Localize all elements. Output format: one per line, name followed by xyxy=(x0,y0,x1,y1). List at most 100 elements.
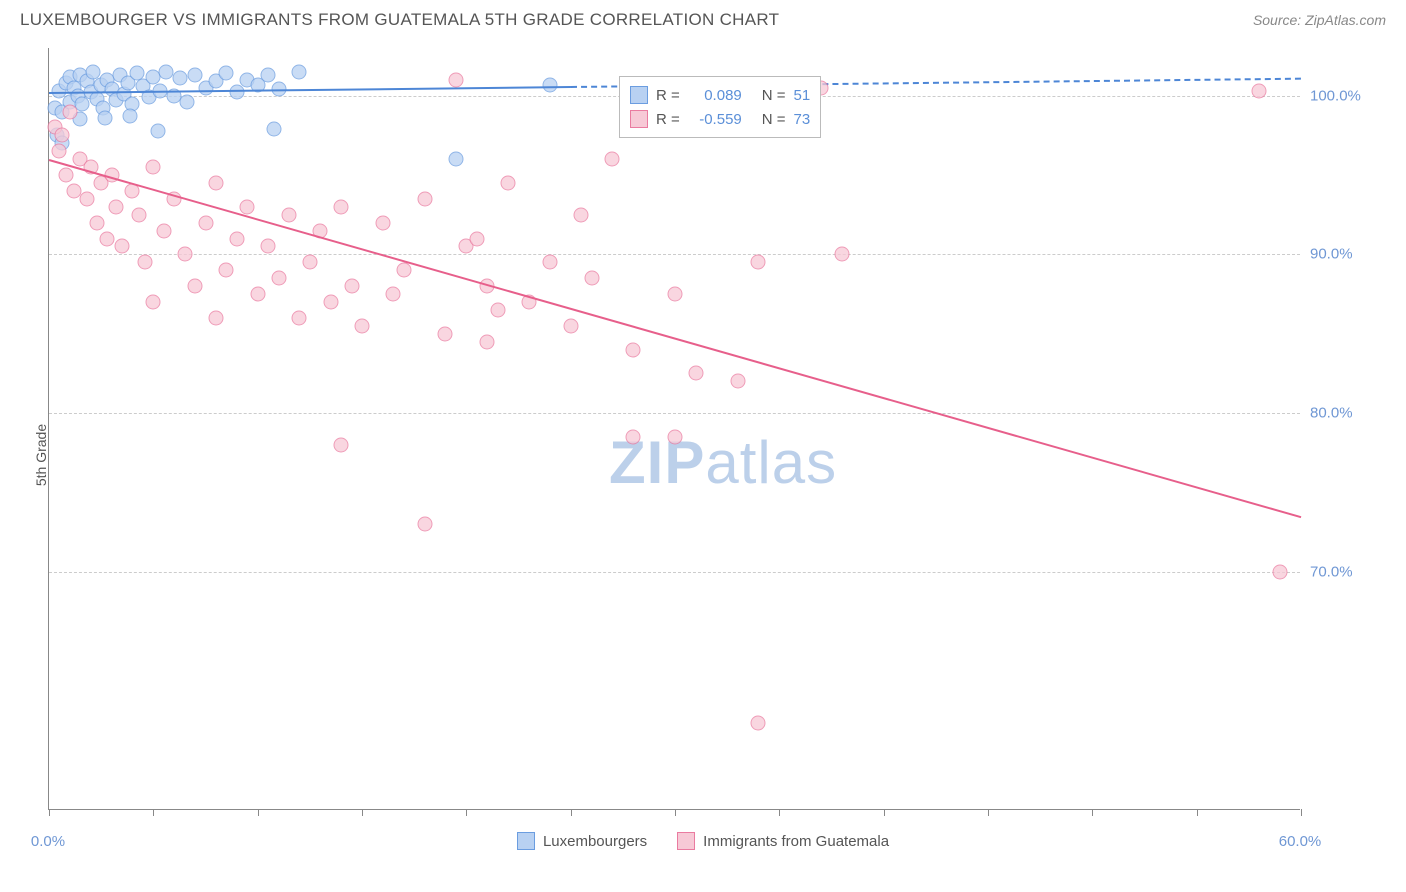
gridline xyxy=(49,572,1300,573)
data-point xyxy=(323,295,338,310)
data-point xyxy=(834,247,849,262)
r-value: 0.089 xyxy=(688,87,742,104)
legend-swatch xyxy=(630,86,648,104)
data-point xyxy=(281,207,296,222)
n-value: 73 xyxy=(794,111,811,128)
data-point xyxy=(438,326,453,341)
data-point xyxy=(89,215,104,230)
data-point xyxy=(396,263,411,278)
data-point xyxy=(688,366,703,381)
data-point xyxy=(100,231,115,246)
x-tick xyxy=(466,809,467,816)
data-point xyxy=(668,287,683,302)
data-point xyxy=(501,175,516,190)
data-point xyxy=(480,334,495,349)
data-point xyxy=(302,255,317,270)
data-point xyxy=(229,231,244,246)
r-value: -0.559 xyxy=(688,111,742,128)
data-point xyxy=(490,302,505,317)
data-point xyxy=(52,144,67,159)
chart-source: Source: ZipAtlas.com xyxy=(1253,12,1386,28)
legend-swatch xyxy=(677,832,695,850)
data-point xyxy=(626,342,641,357)
data-point xyxy=(271,271,286,286)
data-point xyxy=(386,287,401,302)
data-point xyxy=(574,207,589,222)
data-point xyxy=(54,128,69,143)
legend-stats-row: R =0.089N =51 xyxy=(630,83,810,107)
data-point xyxy=(131,207,146,222)
data-point xyxy=(188,67,203,82)
data-point xyxy=(292,64,307,79)
legend-bottom: Luxembourgers Immigrants from Guatemala xyxy=(0,832,1406,850)
data-point xyxy=(261,67,276,82)
data-point xyxy=(137,255,152,270)
y-tick-label: 90.0% xyxy=(1310,246,1353,263)
data-point xyxy=(156,223,171,238)
data-point xyxy=(542,77,557,92)
gridline xyxy=(49,254,1300,255)
data-point xyxy=(150,123,165,138)
data-point xyxy=(98,110,113,125)
chart-title: LUXEMBOURGER VS IMMIGRANTS FROM GUATEMAL… xyxy=(20,10,779,30)
data-point xyxy=(240,199,255,214)
x-tick xyxy=(988,809,989,816)
data-point xyxy=(208,310,223,325)
data-point xyxy=(448,72,463,87)
y-tick-label: 100.0% xyxy=(1310,87,1361,104)
n-value: 51 xyxy=(794,87,811,104)
r-label: R = xyxy=(656,111,680,128)
data-point xyxy=(1252,83,1267,98)
legend-stats-row: R = -0.559 N = 73 xyxy=(630,107,810,131)
data-point xyxy=(417,191,432,206)
data-point xyxy=(563,318,578,333)
data-point xyxy=(1273,564,1288,579)
data-point xyxy=(267,121,282,136)
data-point xyxy=(108,199,123,214)
x-tick xyxy=(675,809,676,816)
legend-item: Luxembourgers xyxy=(517,832,647,850)
data-point xyxy=(158,64,173,79)
data-point xyxy=(179,94,194,109)
trend-line xyxy=(49,159,1302,518)
data-point xyxy=(626,429,641,444)
data-point xyxy=(188,279,203,294)
data-point xyxy=(198,215,213,230)
data-point xyxy=(375,215,390,230)
legend-item: Immigrants from Guatemala xyxy=(677,832,889,850)
plot-region: ZIPatlasR =0.089N =51R =-0.559N =73 xyxy=(48,48,1300,810)
n-label: N = xyxy=(762,87,786,104)
data-point xyxy=(542,255,557,270)
data-point xyxy=(123,109,138,124)
data-point xyxy=(177,247,192,262)
data-point xyxy=(146,295,161,310)
legend-swatch xyxy=(630,110,648,128)
x-tick xyxy=(1301,809,1302,816)
data-point xyxy=(668,429,683,444)
legend-label: Immigrants from Guatemala xyxy=(703,833,889,850)
data-point xyxy=(469,231,484,246)
x-tick xyxy=(362,809,363,816)
data-point xyxy=(208,175,223,190)
x-tick xyxy=(1197,809,1198,816)
legend-swatch xyxy=(517,832,535,850)
data-point xyxy=(334,437,349,452)
chart-header: LUXEMBOURGER VS IMMIGRANTS FROM GUATEMAL… xyxy=(0,0,1406,30)
y-tick-label: 70.0% xyxy=(1310,563,1353,580)
data-point xyxy=(219,66,234,81)
chart-area: 5th Grade ZIPatlasR =0.089N =51R =-0.559… xyxy=(0,40,1406,870)
data-point xyxy=(146,160,161,175)
data-point xyxy=(79,191,94,206)
data-point xyxy=(173,71,188,86)
x-tick xyxy=(1092,809,1093,816)
legend-label: Luxembourgers xyxy=(543,833,647,850)
n-label: N = xyxy=(762,111,786,128)
gridline xyxy=(49,413,1300,414)
x-tick xyxy=(571,809,572,816)
y-axis-label: 5th Grade xyxy=(33,424,49,486)
data-point xyxy=(751,715,766,730)
data-point xyxy=(250,287,265,302)
data-point xyxy=(62,104,77,119)
x-tick xyxy=(258,809,259,816)
data-point xyxy=(58,168,73,183)
